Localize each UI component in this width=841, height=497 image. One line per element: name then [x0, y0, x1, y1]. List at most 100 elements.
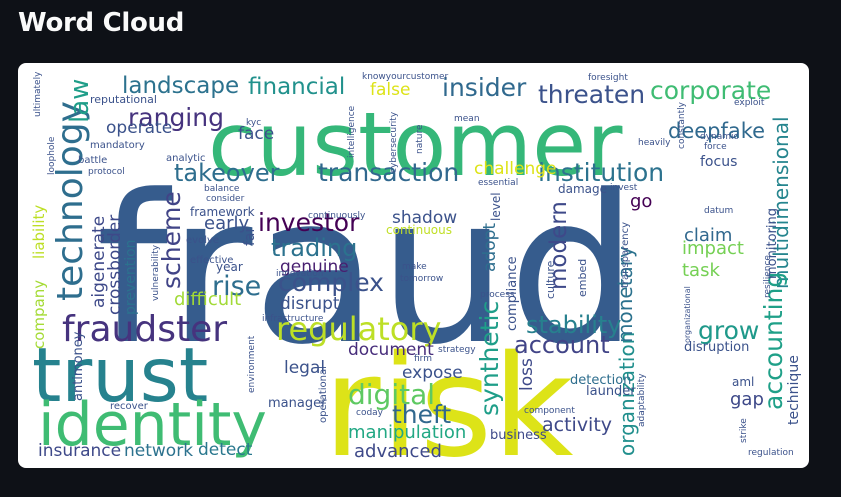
cloud-word-operate: operate — [106, 118, 172, 138]
cloud-word-disruption: disruption — [684, 340, 749, 355]
cloud-word-activity: activity — [542, 414, 612, 436]
cloud-word-transaction: transaction — [318, 158, 459, 187]
cloud-word-environment: environment — [247, 335, 257, 393]
cloud-word-modern: modern — [546, 201, 572, 290]
cloud-word-firm: firm — [414, 354, 432, 364]
cloud-word-face: face — [238, 124, 274, 144]
cloud-word-synthetic: synthetic — [475, 301, 504, 416]
cloud-word-focus: focus — [700, 154, 737, 170]
cloud-word-deepfake: deepfake — [668, 119, 765, 143]
cloud-word-fraud: fraud — [96, 152, 638, 390]
cloud-word-difficult: difficult — [174, 289, 241, 310]
cloud-word-invest: invest — [610, 183, 638, 193]
cloud-word-recover: recover — [110, 401, 149, 412]
cloud-word-corporate: corporate — [650, 76, 771, 105]
cloud-word-company: company — [30, 280, 48, 349]
cloud-word-mean: mean — [454, 114, 480, 124]
cloud-word-theft: theft — [392, 400, 451, 429]
cloud-word-infrastructure: infrastructure — [262, 314, 324, 324]
cloud-word-consider: consider — [206, 194, 245, 204]
cloud-word-risk: risk — [323, 326, 573, 468]
cloud-word-genuine: genuine — [280, 257, 349, 277]
cloud-word-digital: digital — [348, 378, 435, 411]
cloud-word-legal: legal — [284, 358, 325, 378]
cloud-word-evolve: evolve — [186, 235, 219, 246]
cloud-word-network: network — [124, 441, 193, 461]
cloud-word-nature: nature — [415, 124, 425, 154]
cloud-word-monitoring: monitoring — [765, 208, 780, 279]
cloud-word-reputational: reputational — [90, 93, 157, 106]
cloud-word-aml: aml — [732, 375, 754, 389]
cloud-word-intelligence: intelligence — [347, 105, 357, 158]
cloud-word-component: component — [524, 406, 575, 416]
cloud-word-technique: technique — [786, 355, 802, 425]
cloud-word-exploit: exploit — [734, 98, 765, 108]
cloud-word-grow: grow — [698, 316, 759, 345]
cloud-word-fraudster: fraudster — [62, 309, 227, 350]
cloud-word-disrupt: disrupt — [280, 294, 340, 314]
cloud-word-scheme: scheme — [157, 191, 186, 289]
cloud-word-foresight: foresight — [588, 73, 628, 83]
cloud-word-antimoney: antimoney — [71, 331, 86, 401]
cloud-word-process: process — [480, 290, 515, 300]
cloud-word-liability: liability — [30, 205, 48, 259]
cloud-word-financial: financial — [248, 74, 345, 100]
cloud-word-detection: detection — [570, 373, 631, 388]
cloud-word-document: document — [348, 340, 434, 360]
cloud-word-regulation: regulation — [748, 448, 794, 458]
cloud-word-dynamic: dynamic — [700, 132, 739, 142]
cloud-word-balance: balance — [204, 184, 240, 194]
cloud-word-business: business — [490, 428, 547, 443]
cloud-word-resilience: resilience — [763, 255, 773, 298]
cloud-word-culture: culture — [544, 260, 557, 299]
cloud-word-regulatory: regulatory — [276, 310, 441, 348]
cloud-word-vulnerability: vulnerability — [151, 244, 161, 301]
cloud-word-heavily: heavily — [638, 138, 671, 148]
cloud-word-trading: trading — [271, 234, 357, 262]
cloud-word-manager: manager — [268, 396, 327, 411]
cloud-word-takeover: takeover — [174, 159, 280, 187]
cloud-word-claim: claim — [684, 225, 732, 246]
cloud-word-aigenerate: aigenerate — [89, 216, 109, 308]
cloud-word-manipulation: manipulation — [348, 422, 466, 443]
page-title: Word Cloud — [18, 8, 185, 38]
cloud-word-damage: damage — [558, 182, 607, 196]
cloud-word-far: far — [242, 226, 258, 246]
cloud-word-organization: organization — [615, 332, 639, 456]
cloud-word-institution: institution — [538, 158, 664, 187]
cloud-word-go: go — [630, 191, 652, 212]
cloud-word-operational: operational — [318, 366, 329, 423]
cloud-word-gap: gap — [730, 389, 764, 410]
cloud-word-force: force — [704, 142, 727, 152]
cloud-word-technology: technology — [50, 101, 91, 301]
cloud-word-early: early — [204, 213, 250, 234]
cloud-word-tomorrow: tomorrow — [400, 274, 443, 284]
cloud-word-rise: rise — [212, 271, 261, 302]
cloud-word-mandatory: mandatory — [90, 140, 145, 151]
cloud-word-essential: essential — [478, 178, 518, 188]
cloud-word-ultimately: ultimately — [33, 71, 43, 117]
cloud-word-task: task — [682, 260, 720, 281]
cloud-word-multidimensional: multidimensional — [769, 116, 793, 289]
cloud-word-strike: strike — [739, 418, 749, 443]
cloud-word-stability: stability — [526, 311, 621, 339]
cloud-word-constantly: constantly — [677, 101, 687, 149]
cloud-word-year: year — [216, 260, 243, 274]
cloud-word-effective: effective — [190, 255, 233, 266]
cloud-word-detect: detect — [198, 440, 253, 460]
cloud-word-datum: datum — [704, 206, 733, 216]
cloud-word-insider: insider — [442, 73, 527, 102]
cloud-word-transparency: transparency — [620, 222, 631, 288]
cloud-word-complex: complex — [278, 268, 384, 297]
cloud-word-prevention: prevention — [123, 239, 139, 315]
cloud-word-framework: framework — [190, 205, 255, 219]
cloud-word-make: make — [402, 262, 427, 272]
cloud-word-insurance: insurance — [38, 441, 121, 461]
cloud-word-accounting: accounting — [759, 272, 788, 410]
cloud-word-expose: expose — [402, 363, 463, 383]
cloud-word-adopt: adopt — [480, 223, 500, 272]
cloud-word-analytic: analytic — [166, 153, 206, 164]
cloud-word-continuous: continuous — [386, 223, 452, 237]
cloud-word-cybersecurity: cybersecurity — [389, 111, 399, 173]
